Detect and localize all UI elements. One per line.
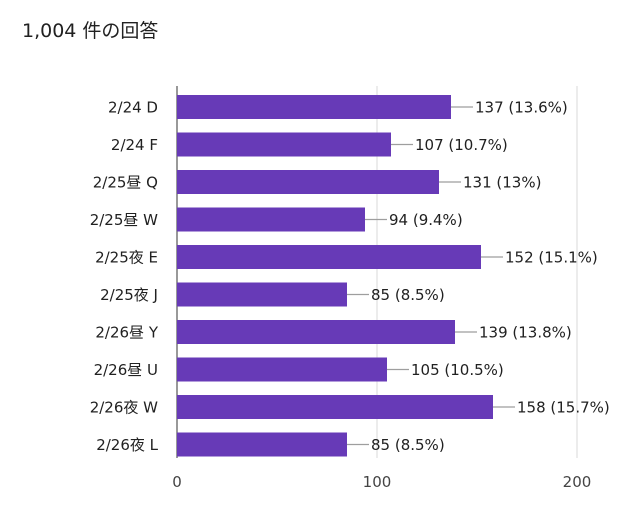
bar [177, 357, 387, 382]
response-count: 1,004 件の回答 [22, 20, 159, 42]
data-label: 152 (15.1%) [505, 249, 598, 267]
x-tick-label: 0 [172, 473, 182, 491]
bar [177, 395, 493, 419]
bars-layer [177, 95, 493, 457]
category-label: 2/24 D [108, 99, 158, 117]
data-label: 131 (13%) [463, 174, 541, 192]
category-label: 2/26夜 W [90, 399, 158, 417]
bar [177, 282, 347, 307]
category-label: 2/26夜 L [96, 436, 158, 454]
category-label: 2/24 F [111, 136, 158, 154]
category-label: 2/26昼 U [94, 361, 158, 379]
bar [177, 170, 439, 194]
data-label: 139 (13.8%) [479, 324, 572, 342]
data-label: 158 (15.7%) [517, 399, 610, 417]
data-label: 137 (13.6%) [475, 99, 568, 117]
data-label: 105 (10.5%) [411, 361, 504, 379]
category-label: 2/26昼 Y [95, 324, 158, 342]
bar [177, 320, 455, 344]
category-label: 2/25昼 W [90, 211, 158, 229]
category-label: 2/25昼 Q [93, 174, 158, 192]
data-label: 94 (9.4%) [389, 211, 463, 229]
bar [177, 245, 481, 269]
bar [177, 207, 365, 232]
data-label: 85 (8.5%) [371, 436, 445, 454]
category-label: 2/25夜 E [95, 249, 158, 267]
x-tick-label: 100 [363, 473, 392, 491]
bar [177, 132, 391, 157]
bar [177, 432, 347, 457]
ticks-layer: 0 100 200 [172, 473, 591, 491]
labels-layer: 2/24 D 137 (13.6%) 2/24 F 107 (10.7%) 2/25昼 … [90, 99, 610, 455]
bar [177, 95, 451, 119]
category-label: 2/25夜 J [100, 286, 158, 304]
data-label: 85 (8.5%) [371, 286, 445, 304]
x-tick-label: 200 [563, 473, 592, 491]
data-label: 107 (10.7%) [415, 136, 508, 154]
